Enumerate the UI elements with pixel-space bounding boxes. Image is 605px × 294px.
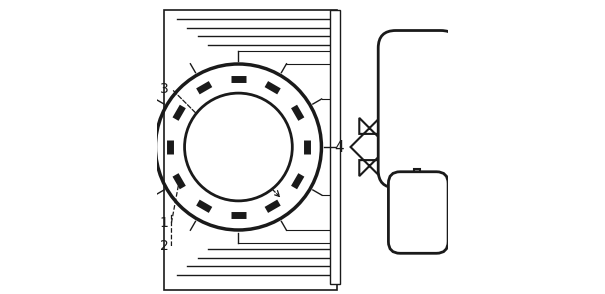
Circle shape: [185, 93, 292, 201]
FancyBboxPatch shape: [388, 172, 448, 253]
FancyBboxPatch shape: [378, 31, 459, 188]
Polygon shape: [350, 118, 388, 176]
Text: 1: 1: [160, 216, 169, 230]
Text: 3: 3: [160, 82, 169, 96]
Bar: [414, 169, 420, 183]
Bar: [330, 10, 341, 284]
Bar: [164, 10, 338, 290]
Text: 5: 5: [414, 205, 424, 220]
Text: 2: 2: [160, 239, 169, 253]
Text: 4: 4: [334, 139, 344, 155]
